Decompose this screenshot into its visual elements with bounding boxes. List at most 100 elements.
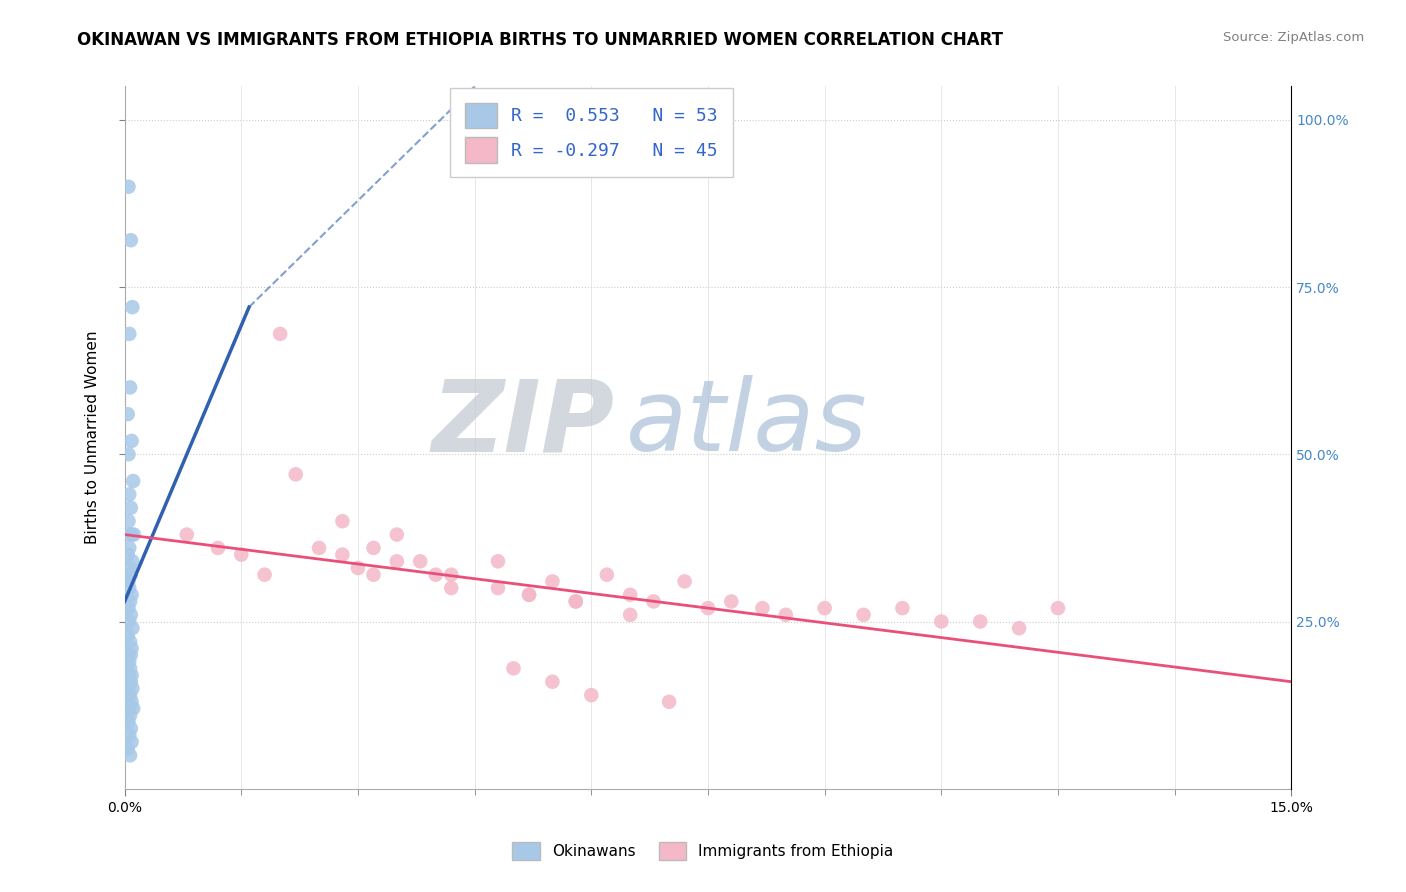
Point (619, 588, 641, 602)
Point (121, 527, 143, 541)
Point (117, 574, 139, 589)
Point (231, 548, 253, 562)
Point (121, 434, 143, 448)
Legend: Okinawans, Immigrants from Ethiopia: Okinawans, Immigrants from Ethiopia (506, 836, 900, 866)
Point (347, 561, 370, 575)
Point (596, 567, 619, 582)
Point (118, 615, 141, 629)
Point (643, 594, 665, 608)
Point (409, 554, 432, 568)
Point (969, 615, 991, 629)
Point (121, 588, 143, 602)
Point (284, 467, 307, 482)
Point (120, 567, 142, 582)
Point (120, 648, 142, 662)
Text: atlas: atlas (626, 375, 868, 472)
Point (176, 527, 198, 541)
Point (118, 380, 141, 394)
Point (117, 514, 139, 528)
Point (440, 567, 463, 582)
Point (120, 722, 142, 736)
Point (891, 601, 914, 615)
Point (253, 567, 276, 582)
Point (440, 581, 463, 595)
Point (121, 621, 143, 635)
Point (118, 728, 141, 742)
Point (121, 641, 143, 656)
Y-axis label: Births to Unmarried Women: Births to Unmarried Women (86, 331, 100, 544)
Point (118, 326, 141, 341)
Point (122, 527, 145, 541)
Point (673, 574, 696, 589)
Point (517, 588, 540, 602)
Point (118, 581, 141, 595)
Point (658, 695, 681, 709)
Point (120, 500, 142, 515)
Point (118, 487, 141, 501)
Point (121, 554, 143, 568)
Point (117, 688, 139, 702)
Point (117, 407, 139, 421)
Point (697, 601, 720, 615)
Point (118, 594, 141, 608)
Text: ZIP: ZIP (432, 375, 614, 472)
Point (121, 668, 143, 682)
Point (775, 607, 797, 622)
Point (118, 701, 141, 715)
Point (120, 674, 142, 689)
Point (117, 601, 139, 615)
Point (117, 741, 139, 756)
Point (564, 594, 586, 608)
Point (118, 541, 141, 555)
Point (1008, 621, 1031, 635)
Point (308, 541, 330, 555)
Point (269, 326, 291, 341)
Point (120, 607, 142, 622)
Point (814, 601, 837, 615)
Point (118, 634, 141, 648)
Point (121, 735, 143, 749)
Point (117, 447, 139, 461)
Point (118, 655, 141, 669)
Point (564, 594, 586, 608)
Point (852, 607, 875, 622)
Legend: R =  0.553   N = 53, R = -0.297   N = 45: R = 0.553 N = 53, R = -0.297 N = 45 (450, 88, 733, 178)
Point (117, 714, 139, 729)
Text: OKINAWAN VS IMMIGRANTS FROM ETHIOPIA BIRTHS TO UNMARRIED WOMEN CORRELATION CHART: OKINAWAN VS IMMIGRANTS FROM ETHIOPIA BIR… (77, 31, 1004, 49)
Point (117, 648, 139, 662)
Point (117, 628, 139, 642)
Point (117, 179, 139, 194)
Point (1046, 601, 1069, 615)
Point (332, 548, 354, 562)
Point (122, 701, 145, 715)
Point (363, 541, 385, 555)
Point (541, 574, 564, 589)
Point (121, 300, 143, 314)
Point (122, 474, 145, 488)
Point (581, 688, 603, 702)
Point (118, 708, 141, 723)
Point (425, 567, 447, 582)
Point (121, 681, 143, 696)
Point (117, 548, 139, 562)
Point (486, 581, 509, 595)
Point (117, 681, 139, 696)
Point (929, 615, 952, 629)
Point (720, 594, 742, 608)
Point (751, 601, 773, 615)
Point (120, 233, 142, 247)
Point (385, 527, 408, 541)
Point (541, 674, 564, 689)
Point (118, 527, 141, 541)
Point (619, 607, 641, 622)
Text: Source: ZipAtlas.com: Source: ZipAtlas.com (1223, 31, 1364, 45)
Point (121, 695, 143, 709)
Point (502, 661, 524, 675)
Point (385, 554, 408, 568)
Point (118, 688, 141, 702)
Point (363, 567, 385, 582)
Point (118, 661, 141, 675)
Point (486, 554, 509, 568)
Point (517, 588, 540, 602)
Point (332, 514, 354, 528)
